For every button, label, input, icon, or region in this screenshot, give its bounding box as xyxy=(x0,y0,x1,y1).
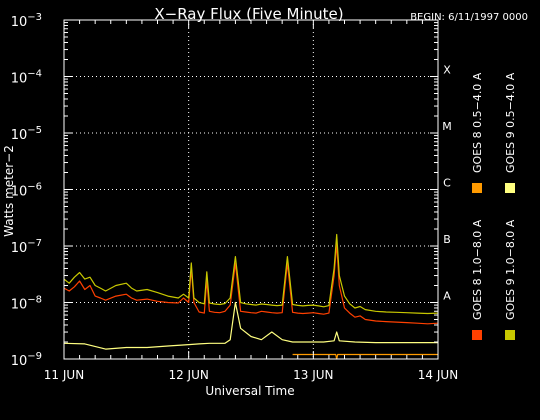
flare-class-label-4: X xyxy=(443,64,451,77)
x-axis-label: Universal Time xyxy=(205,384,294,398)
legend-layer: GOES 8 1.0−8.0 A GOES 8 0.5−4.0 A GOES 9 1… xyxy=(471,72,517,340)
grid-layer xyxy=(64,20,438,359)
legend-swatch-2 xyxy=(505,330,515,340)
x-tick-label-0: 11 JUN xyxy=(44,368,84,382)
series-line-2 xyxy=(63,233,439,315)
begin-label: BEGIN: 6/11/1997 0000 xyxy=(410,12,528,23)
y-tick-label-6: 10−3 xyxy=(11,12,42,30)
x-tick-label-1: 12 JUN xyxy=(168,368,208,382)
x-tick-label-3: 14 JUN xyxy=(418,368,458,382)
y-tick-label-0: 10−9 xyxy=(11,351,42,369)
legend-label-2: GOES 9 1.0−8.0 A xyxy=(504,219,517,320)
axis-layer: A B C M X 11 JUN 12 JUN 13 JUN 14 JUN 10−9 10−8 10−… xyxy=(11,12,458,382)
series-line-0 xyxy=(63,243,439,325)
y-axis-label: Watts meter−2 xyxy=(2,145,16,237)
y-tick-label-2: 10−7 xyxy=(11,238,42,256)
legend-swatch-0 xyxy=(472,330,482,340)
flare-class-label-0: A xyxy=(443,290,451,303)
x-tick-label-2: 13 JUN xyxy=(293,368,333,382)
y-tick-label-4: 10−5 xyxy=(11,125,42,143)
y-tick-label-5: 10−4 xyxy=(11,69,42,87)
legend-label-0: GOES 8 1.0−8.0 A xyxy=(471,219,484,320)
legend-swatch-3 xyxy=(505,183,515,193)
legend-label-1: GOES 8 0.5−4.0 A xyxy=(471,72,484,173)
y-tick-label-3: 10−6 xyxy=(11,182,42,200)
legend-swatch-1 xyxy=(472,183,482,193)
flare-class-label-1: B xyxy=(443,233,451,246)
series-line-3 xyxy=(63,301,438,350)
y-tick-label-1: 10−8 xyxy=(11,295,42,313)
chart-title: X−Ray Flux (Five Minute) xyxy=(154,5,343,23)
flare-class-label-3: M xyxy=(442,120,452,133)
legend-label-3: GOES 9 0.5−4.0 A xyxy=(504,72,517,173)
flare-class-label-2: C xyxy=(443,177,451,190)
